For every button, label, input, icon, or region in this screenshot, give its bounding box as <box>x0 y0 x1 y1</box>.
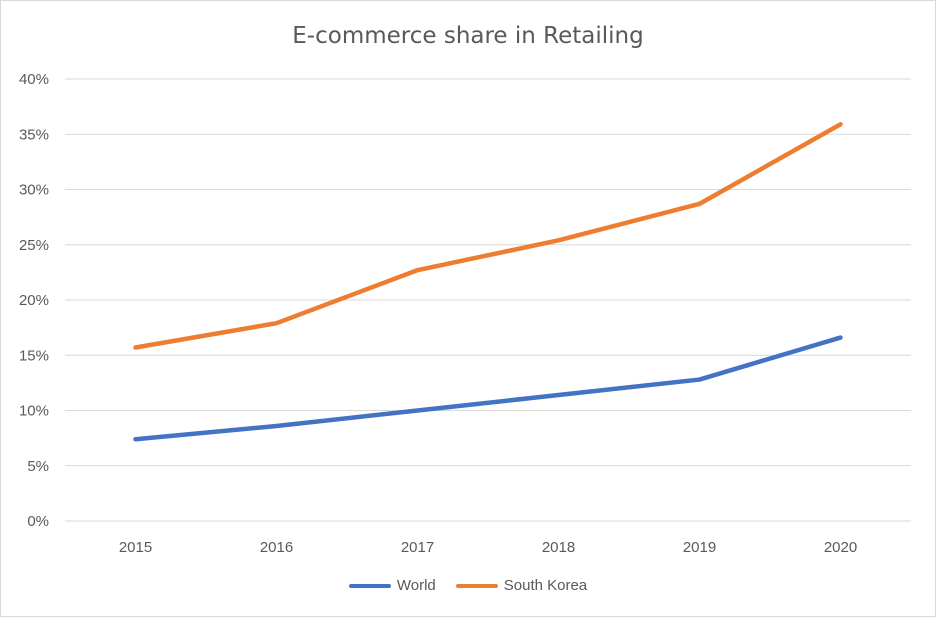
x-tick-label: 2018 <box>542 539 575 556</box>
series-line-world <box>133 335 843 442</box>
legend-swatch-south-korea <box>455 583 498 588</box>
y-tick-label: 25% <box>19 237 49 254</box>
y-tick-label: 15% <box>19 347 49 364</box>
legend-swatch-world <box>348 583 391 588</box>
legend-item-south-korea: South Korea <box>455 577 588 594</box>
legend-label-south-korea: South Korea <box>503 577 588 594</box>
y-tick-label: 20% <box>19 292 49 309</box>
y-tick-label: 35% <box>19 126 49 143</box>
legend-item-world: World <box>348 577 436 594</box>
x-tick-label: 2019 <box>683 539 716 556</box>
y-tick-label: 30% <box>19 182 49 199</box>
series-line-south-korea <box>133 122 843 350</box>
legend-label-world: World <box>396 577 436 594</box>
x-tick-label: 2017 <box>401 539 434 556</box>
x-tick-label: 2015 <box>119 539 152 556</box>
y-tick-label: 5% <box>27 458 49 475</box>
chart-title: E-commerce share in Retailing <box>292 23 644 49</box>
x-tick-label: 2016 <box>260 539 293 556</box>
y-tick-label: 10% <box>19 403 49 420</box>
legend: World South Korea <box>1 577 935 594</box>
y-tick-label: 40% <box>19 71 49 88</box>
y-tick-label: 0% <box>27 513 49 530</box>
x-tick-label: 2020 <box>824 539 857 556</box>
